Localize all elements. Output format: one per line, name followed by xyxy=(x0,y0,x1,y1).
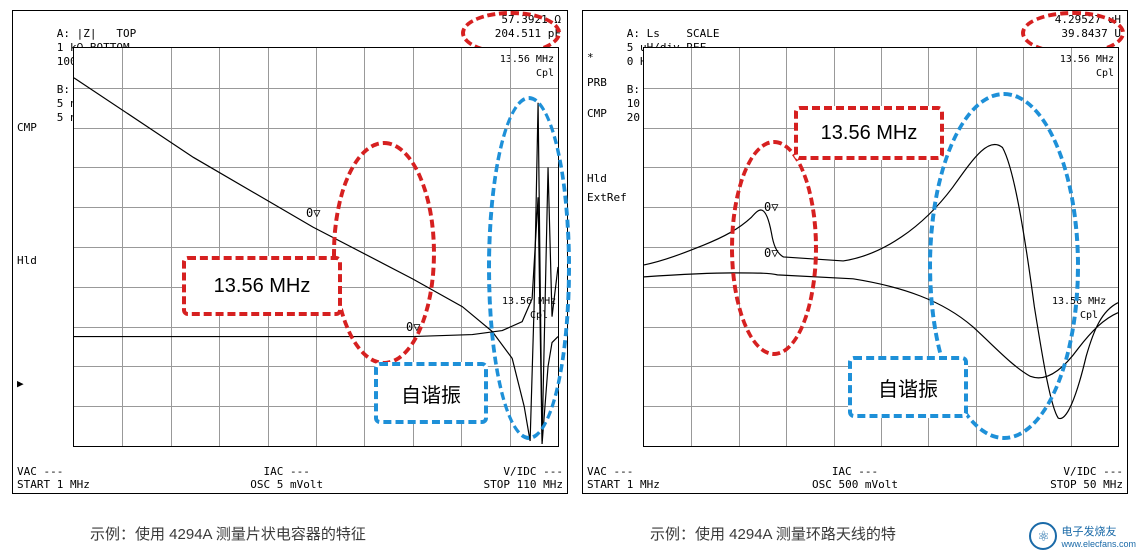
logo-text-wrap: 电子发烧友 www.elecfans.com xyxy=(1061,523,1136,549)
osc: OSC 5 mVolt xyxy=(250,478,323,491)
footer-left: VAC --- START 1 MHz xyxy=(17,465,90,491)
vidc: V/IDC --- xyxy=(1063,465,1123,478)
elecfans-logo: ⚛ 电子发烧友 www.elecfans.com xyxy=(1029,522,1136,550)
mhz-box: 13.56 MHz xyxy=(182,256,342,316)
side-star: * xyxy=(587,51,637,64)
a-label: A: |Z| TOP xyxy=(57,27,136,40)
right-footer: VAC --- START 1 MHz IAC --- OSC 500 mVol… xyxy=(587,465,1123,491)
footer-left-r: VAC --- START 1 MHz xyxy=(587,465,660,491)
right-side-labels: * PRB CMP Hld ExtRef xyxy=(587,51,637,244)
footer-right-r: V/IDC --- STOP 50 MHz xyxy=(1050,465,1123,491)
stop: STOP 50 MHz xyxy=(1050,478,1123,491)
side-hld: Hld xyxy=(17,254,67,267)
mhz-box-text: 13.56 MHz xyxy=(214,275,311,298)
right-chart-panel: A: Ls SCALE 5 uH/div REF 0 H B: Q SCALE … xyxy=(582,10,1128,494)
self-box-r: 自谐振 xyxy=(848,356,968,418)
side-cmp: CMP xyxy=(17,121,67,134)
left-footer: VAC --- START 1 MHz IAC --- OSC 5 mVolt … xyxy=(17,465,563,491)
stop: STOP 110 MHz xyxy=(484,478,563,491)
footer-mid: IAC --- OSC 5 mVolt xyxy=(250,465,323,491)
logo-icon: ⚛ xyxy=(1029,522,1057,550)
right-caption: 示例：使用 4294A 测量环路天线的特 xyxy=(650,523,896,544)
hdr-a-label: A: |Z| TOP 1 kΩ BOTTOM 100 mΩ B: Cs SCAL… xyxy=(17,13,169,41)
edge-cpl-r: Cpl xyxy=(1080,310,1098,321)
a-label: A: Ls SCALE xyxy=(627,27,720,40)
right-plot: 13.56 MHz Cpl 0▽ 0▽ 13.56 MHz Cpl 13.56 … xyxy=(643,47,1119,447)
side-hld: Hld xyxy=(587,172,637,185)
self-box-text: 自谐振 xyxy=(401,379,461,408)
left-caption: 示例：使用 4294A 测量片状电容器的特征 xyxy=(90,523,366,544)
side-arrow: ▶ xyxy=(17,377,67,390)
self-box: 自谐振 xyxy=(374,362,488,424)
footer-mid-r: IAC --- OSC 500 mVolt xyxy=(812,465,898,491)
left-plot: 13.56 MHz Cpl 0▽ 0▽ 13.56 MHz Cpl 13.56 … xyxy=(73,47,559,447)
mhz-box-r: 13.56 MHz xyxy=(794,106,944,160)
start: START 1 MHz xyxy=(17,478,90,491)
marker-1: 0▽ xyxy=(306,206,320,220)
side-ext: ExtRef xyxy=(587,191,637,204)
vac: VAC --- xyxy=(17,465,63,478)
start: START 1 MHz xyxy=(587,478,660,491)
side-prb: PRB xyxy=(587,76,637,89)
osc: OSC 500 mVolt xyxy=(812,478,898,491)
mhz-ellipse-r xyxy=(730,140,818,356)
self-box-text-r: 自谐振 xyxy=(878,373,938,402)
footer-right: V/IDC --- STOP 110 MHz xyxy=(484,465,563,491)
vac: VAC --- xyxy=(587,465,633,478)
mhz-ellipse xyxy=(332,141,436,365)
left-chart-panel: A: |Z| TOP 1 kΩ BOTTOM 100 mΩ B: Cs SCAL… xyxy=(12,10,568,494)
logo-text: 电子发烧友 xyxy=(1061,523,1136,539)
iac: IAC --- xyxy=(832,465,878,478)
side-cmp: CMP xyxy=(587,107,637,120)
iac: IAC --- xyxy=(264,465,310,478)
logo-url: www.elecfans.com xyxy=(1061,539,1136,549)
hdr-block: A: Ls SCALE 5 uH/div REF 0 H B: Q SCALE … xyxy=(587,13,739,41)
left-side-labels: CMP Hld ▶ xyxy=(17,51,67,430)
self-ellipse xyxy=(487,96,571,440)
mhz-box-text-r: 13.56 MHz xyxy=(821,122,918,145)
vidc: V/IDC --- xyxy=(503,465,563,478)
